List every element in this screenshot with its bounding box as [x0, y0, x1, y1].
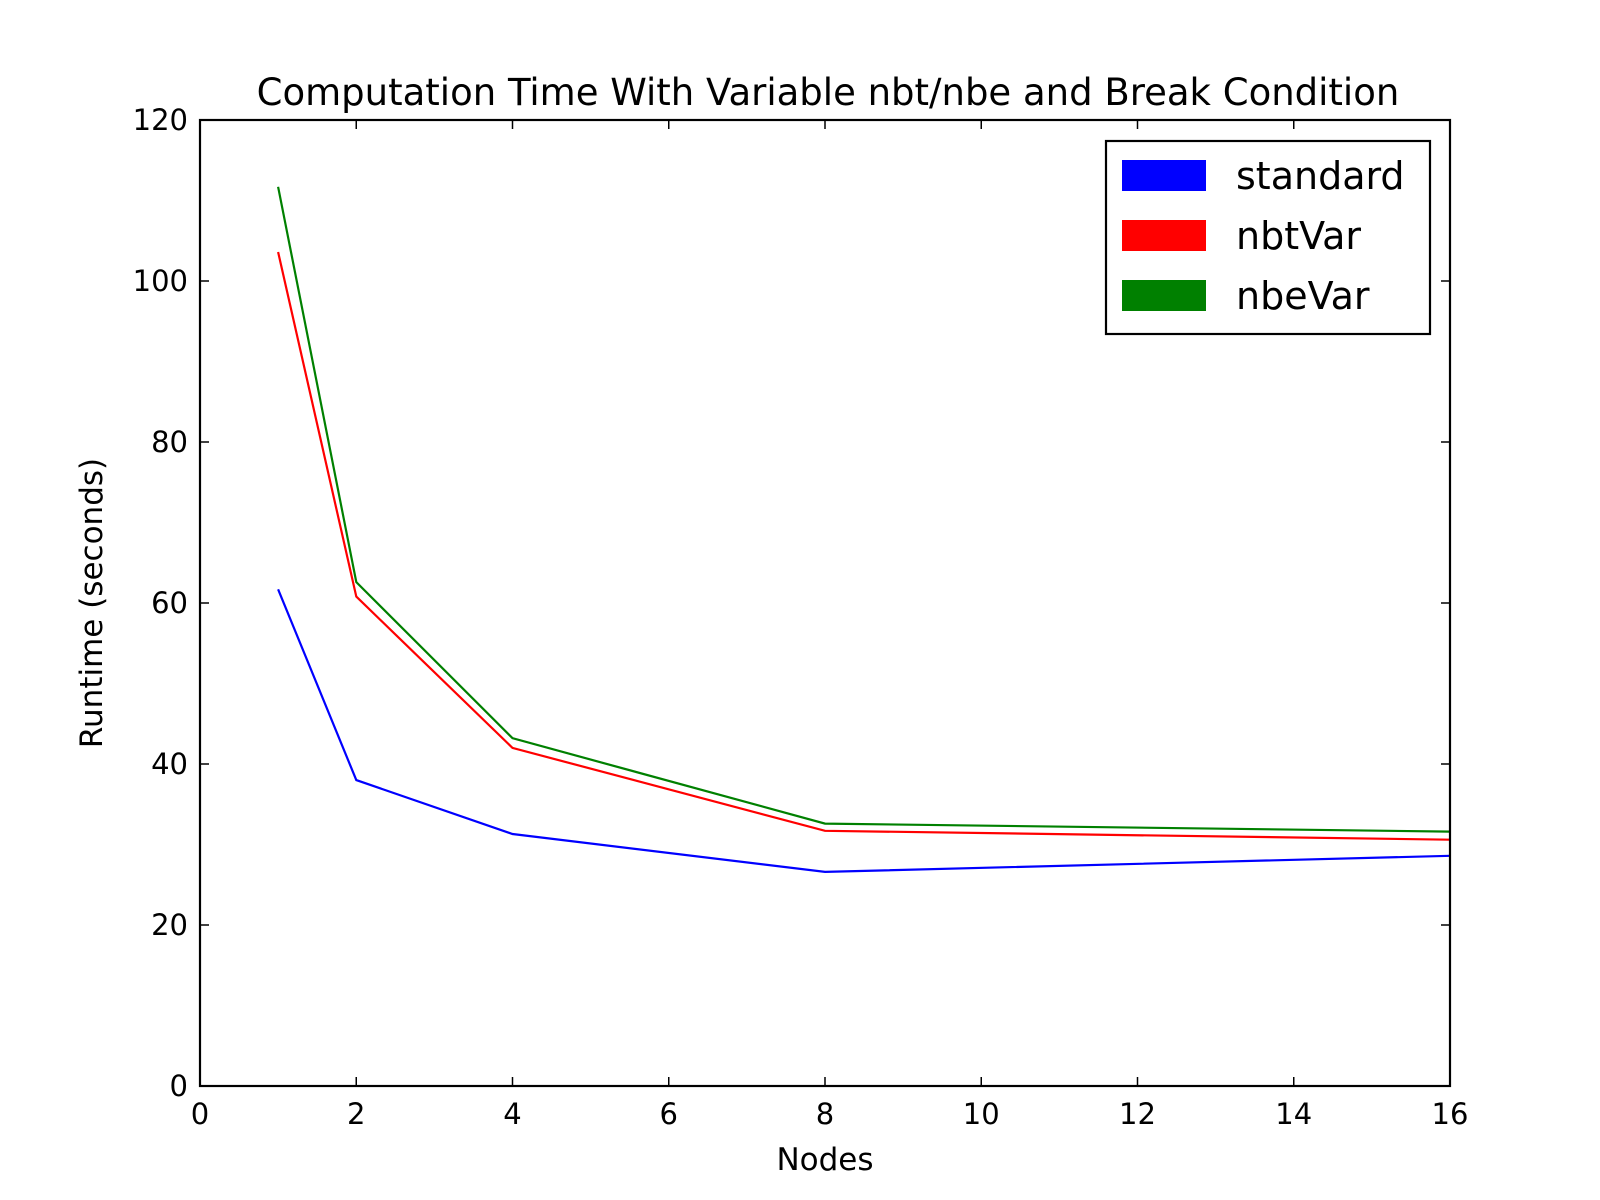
legend-label-standard: standard — [1236, 154, 1405, 198]
y-tick-label: 60 — [151, 586, 188, 620]
series-line-standard — [277, 588, 1451, 874]
x-tick-label: 0 — [191, 1097, 209, 1131]
legend-swatch-nbeVar — [1122, 280, 1206, 311]
y-tick-label: 100 — [133, 264, 188, 298]
legend-label-nbeVar: nbeVar — [1236, 274, 1370, 318]
x-tick-label: 16 — [1432, 1097, 1469, 1131]
x-tick-label: 12 — [1119, 1097, 1156, 1131]
series-lines — [277, 186, 1451, 874]
legend-label-nbtVar: nbtVar — [1236, 214, 1361, 258]
legend: standard nbtVar nbeVar — [1104, 139, 1432, 336]
x-tick-label: 6 — [660, 1097, 678, 1131]
axis-tick-labels: 0 2 4 6 8 10 12 14 16 0 20 40 60 80 100 120 — [133, 103, 1469, 1131]
x-tick-label: 10 — [963, 1097, 1000, 1131]
series-line-nbtVar — [277, 251, 1451, 841]
x-axis-title: Nodes — [776, 1142, 873, 1178]
y-tick-label: 80 — [151, 425, 188, 459]
legend-swatch-nbtVar — [1122, 220, 1206, 251]
x-tick-label: 8 — [816, 1097, 834, 1131]
y-tick-label: 40 — [151, 747, 188, 781]
chart-title: Computation Time With Variable nbt/nbe a… — [257, 71, 1400, 114]
y-tick-label: 20 — [151, 908, 188, 942]
plot-frame — [198, 118, 1452, 1088]
y-tick-label: 0 — [170, 1069, 188, 1103]
x-tick-label: 2 — [347, 1097, 365, 1131]
y-tick-label: 120 — [133, 103, 188, 137]
legend-swatch-standard — [1122, 160, 1206, 191]
y-axis-title: Runtime (seconds) — [74, 458, 110, 748]
x-tick-label: 4 — [503, 1097, 521, 1131]
series-line-nbeVar — [277, 186, 1451, 833]
x-tick-label: 14 — [1275, 1097, 1312, 1131]
